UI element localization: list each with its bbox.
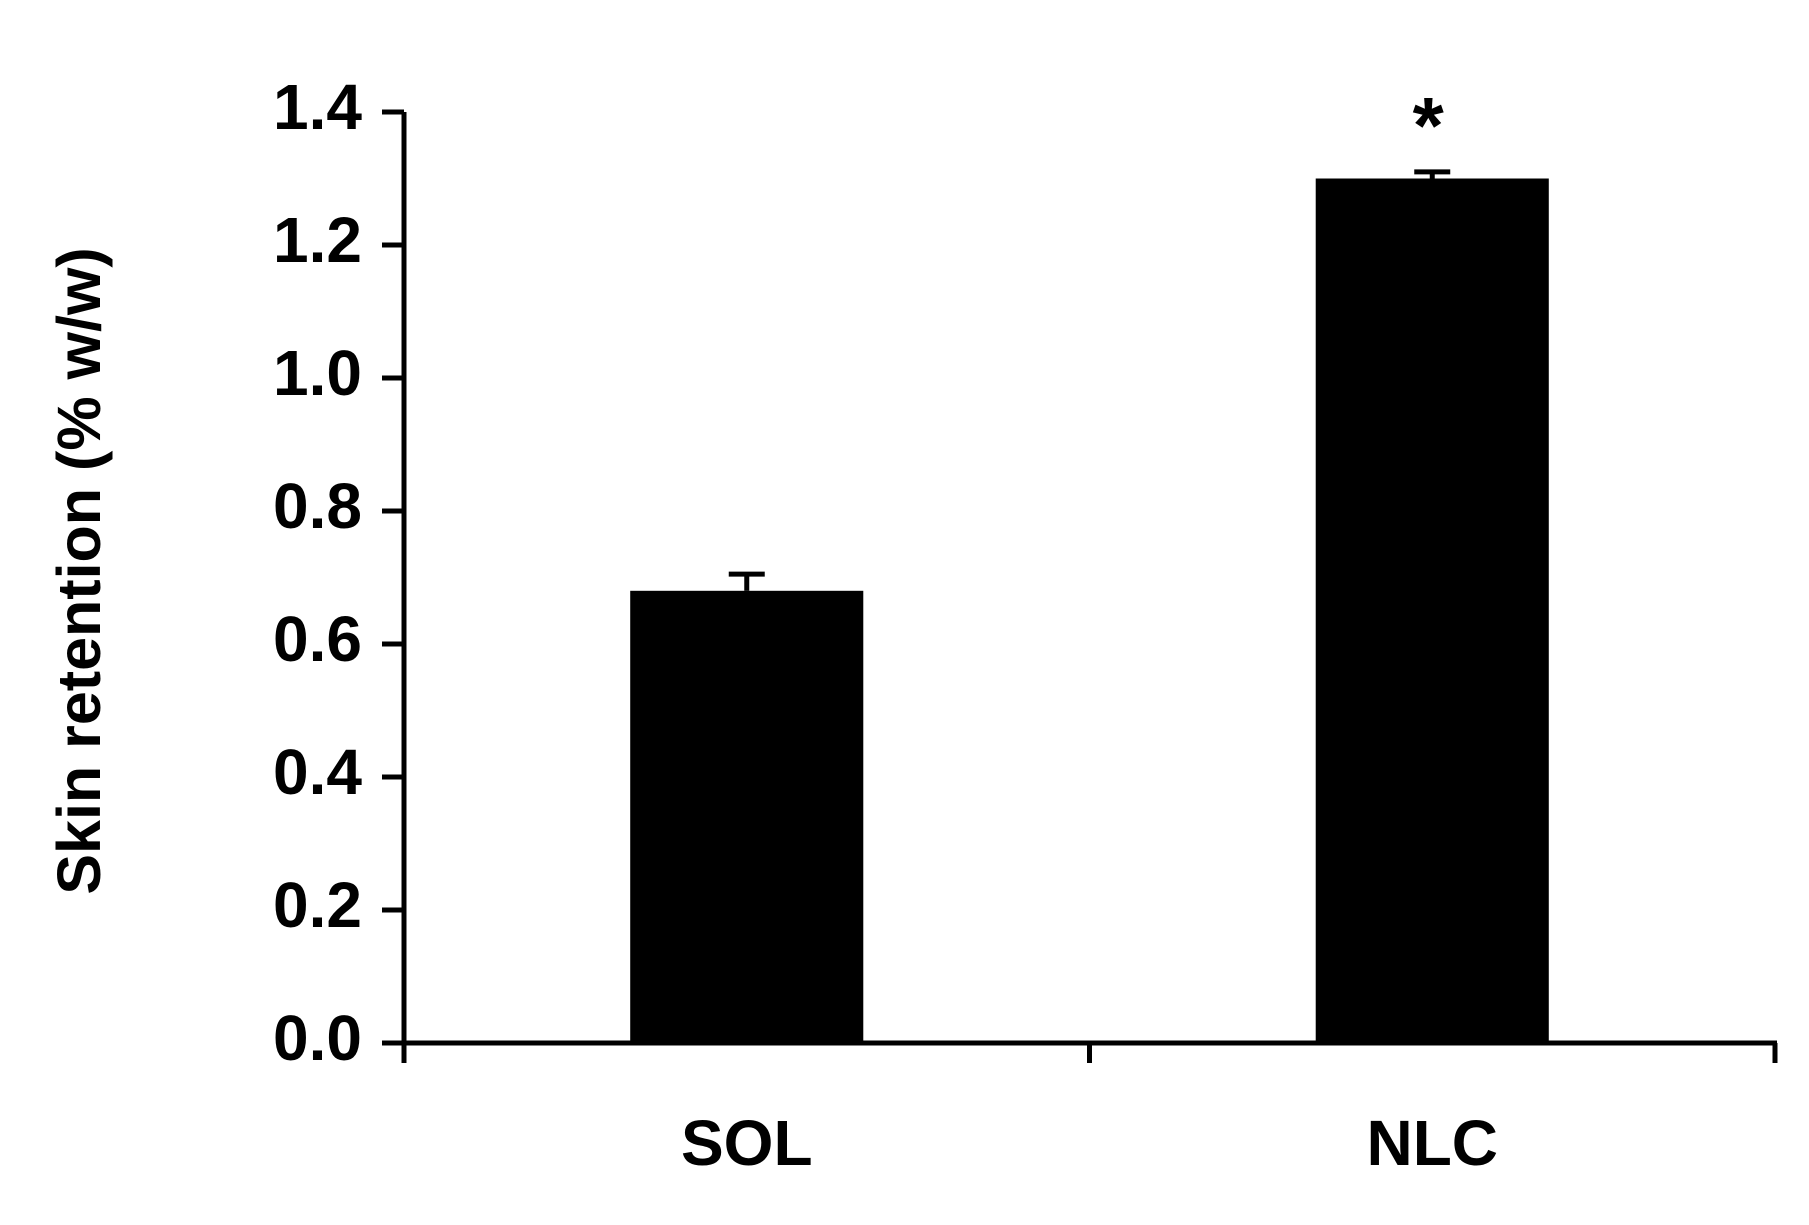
- y-tick-label: 1.0: [273, 337, 362, 409]
- y-tick-label: 0.0: [273, 1002, 362, 1074]
- y-tick-label: 0.4: [273, 736, 362, 808]
- bar: [1315, 178, 1549, 1043]
- bar: [630, 590, 864, 1043]
- y-tick-label: 0.2: [273, 869, 362, 941]
- x-tick-label: SOL: [681, 1107, 813, 1179]
- x-tick-label: NLC: [1366, 1107, 1498, 1179]
- y-tick-label: 1.4: [273, 71, 362, 143]
- y-axis-label: Skin retention (% w/w): [45, 247, 113, 894]
- y-tick-label: 0.6: [273, 603, 362, 675]
- y-tick-label: 0.8: [273, 470, 362, 542]
- annotation: *: [1413, 81, 1445, 170]
- y-tick-label: 1.2: [273, 204, 362, 276]
